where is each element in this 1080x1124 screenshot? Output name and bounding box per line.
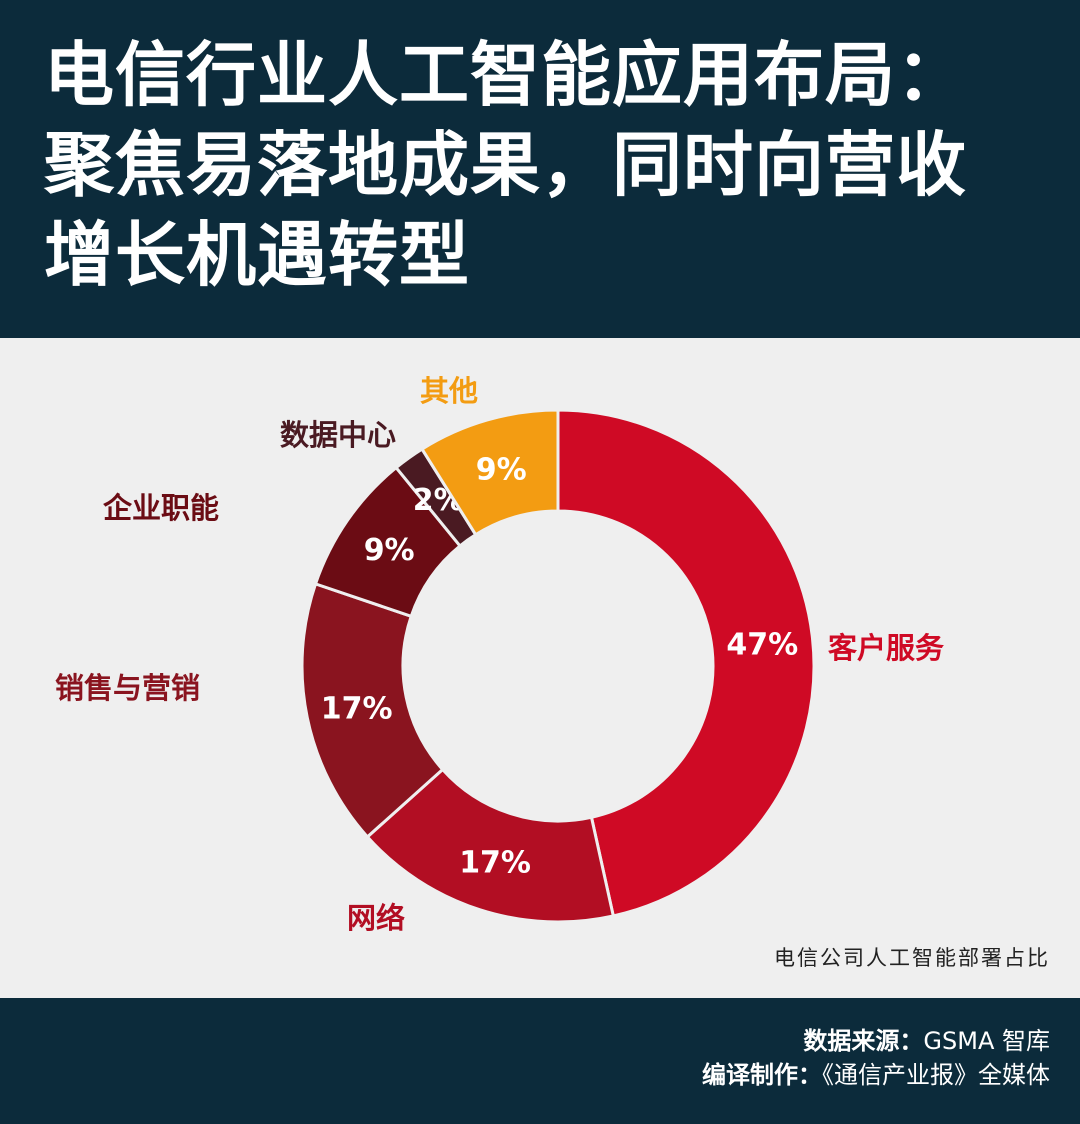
slice-value-label: 17% [321, 691, 393, 726]
chart-area: 47% 17% 17% 9% 2% 9% 客户服务 网络 销售与营销 企业职能 数据中心 … [0, 338, 1080, 998]
donut-slice [365, 767, 616, 924]
slice-label-enterprise-functions: 企业职能 [103, 491, 220, 525]
compile-key: 编译制作： [702, 1061, 822, 1089]
chart-caption: 电信公司人工智能部署占比 [774, 946, 1050, 970]
slice-value-label: 9% [476, 452, 527, 487]
donut-slice [556, 408, 816, 918]
compile-value: 《通信产业报》全媒体 [822, 1061, 1050, 1089]
slice-value-label: 17% [459, 846, 531, 881]
compile-credit: 编译制作：《通信产业报》全媒体 [702, 1060, 1050, 1090]
header-banner: 电信行业人工智能应用布局： 聚焦易落地成果，同时向营收 增长机遇转型 [0, 0, 1080, 338]
slice-label-network: 网络 [347, 901, 406, 935]
slice-value-label: 47% [726, 628, 798, 663]
slice-label-sales-marketing: 销售与营销 [55, 671, 201, 705]
slice-label-customer-service: 客户服务 [828, 631, 945, 665]
slice-label-data-center: 数据中心 [280, 418, 397, 452]
donut-chart: 47%17%17%9%2%9% [300, 408, 816, 924]
donut-slice [300, 581, 445, 840]
source-value: GSMA 智库 [923, 1027, 1050, 1055]
page-title: 电信行业人工智能应用布局： 聚焦易落地成果，同时向营收 增长机遇转型 [44, 30, 1054, 300]
source-credit: 数据来源：GSMA 智库 [803, 1026, 1050, 1056]
footer-banner: 数据来源：GSMA 智库 编译制作：《通信产业报》全媒体 [0, 998, 1080, 1124]
title-line-3: 增长机遇转型 [44, 214, 470, 296]
source-key: 数据来源： [803, 1027, 924, 1055]
donut-slice [419, 408, 560, 537]
slice-value-label: 9% [364, 533, 415, 568]
title-line-1: 电信行业人工智能应用布局： [44, 34, 967, 116]
title-line-2: 聚焦易落地成果，同时向营收 [44, 124, 967, 206]
slice-label-other: 其他 [420, 374, 479, 408]
